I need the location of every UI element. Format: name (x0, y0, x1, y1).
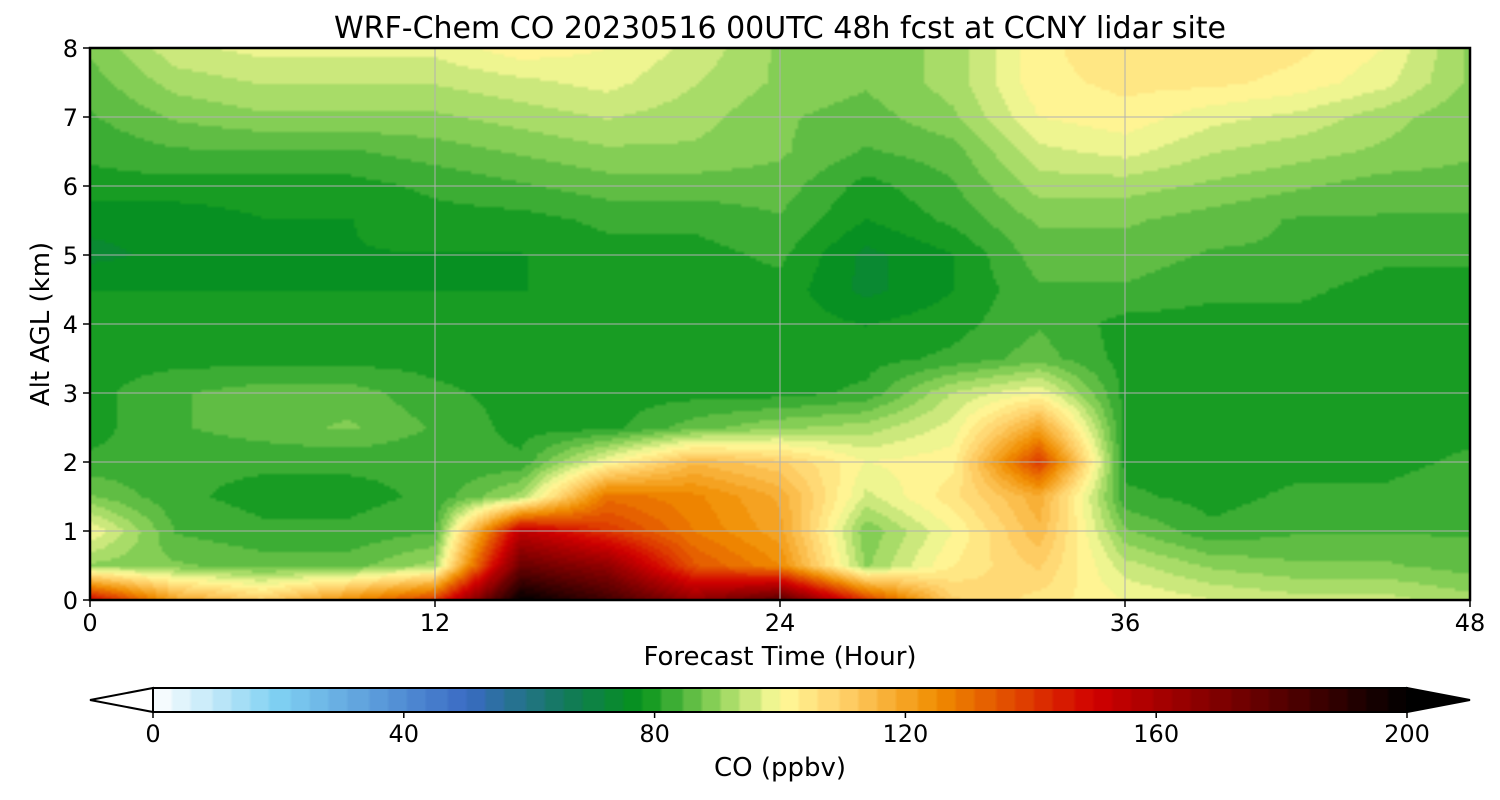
colorbar-tick-label: 200 (1384, 720, 1430, 748)
colorbar-tick-label: 40 (389, 720, 420, 748)
y-axis-ticks: 0 1 2 3 4 5 6 7 8 (63, 35, 90, 615)
colorbar-label: CO (ppbv) (714, 753, 846, 783)
colorbar-tick-label: 120 (882, 720, 928, 748)
y-tick-label: 8 (63, 35, 78, 63)
y-axis-label: Alt AGL (km) (26, 242, 56, 406)
x-tick-label: 0 (82, 609, 97, 637)
y-tick-label: 7 (63, 104, 78, 132)
colorbar: 0 40 80 120 160 200 CO (ppbv) (89, 686, 1471, 783)
colorbar-ticks: 0 40 80 120 160 200 (145, 712, 1430, 748)
x-axis-ticks: 0 12 24 36 48 (82, 600, 1485, 637)
colorbar-tick-label: 160 (1133, 720, 1179, 748)
x-tick-label: 48 (1455, 609, 1486, 637)
x-tick-label: 24 (765, 609, 796, 637)
y-tick-label: 5 (63, 242, 78, 270)
x-tick-label: 12 (420, 609, 451, 637)
colorbar-over-arrow (1406, 686, 1471, 714)
colorbar-tick-label: 80 (639, 720, 670, 748)
chart-title: WRF-Chem CO 20230516 00UTC 48h fcst at C… (334, 11, 1226, 46)
colorbar-gradient (153, 688, 1407, 712)
colorbar-under-arrow (89, 686, 154, 714)
y-tick-label: 4 (63, 311, 78, 339)
y-tick-label: 1 (63, 518, 78, 546)
x-tick-label: 36 (1110, 609, 1141, 637)
y-tick-label: 0 (63, 587, 78, 615)
y-tick-label: 3 (63, 380, 78, 408)
colorbar-tick-label: 0 (145, 720, 160, 748)
y-tick-label: 6 (63, 173, 78, 201)
y-tick-label: 2 (63, 449, 78, 477)
x-axis-label: Forecast Time (Hour) (643, 642, 916, 672)
